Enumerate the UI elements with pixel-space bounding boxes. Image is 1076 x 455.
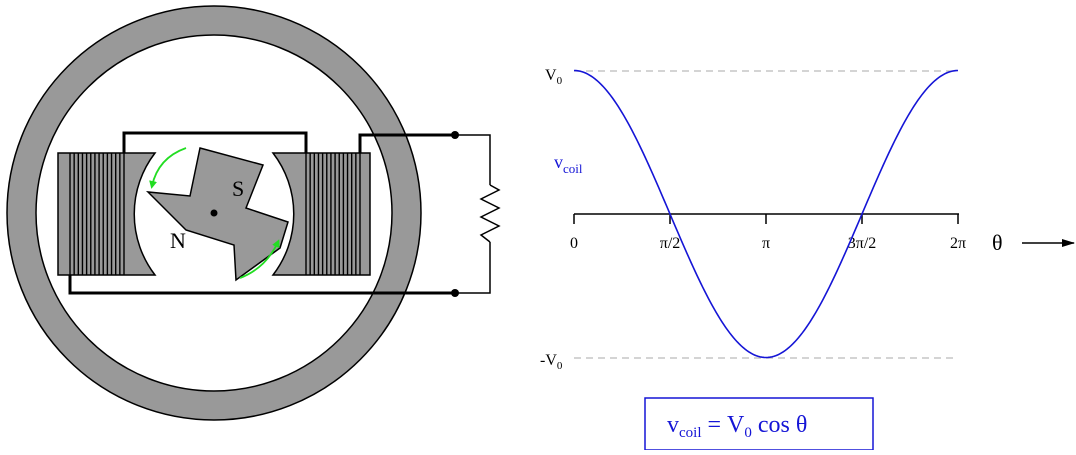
south-pole-label: S (232, 176, 244, 201)
y-axis-label: vcoil (554, 152, 583, 176)
north-pole-label: N (170, 228, 186, 253)
left-coil-winding (69, 153, 125, 275)
x-tick-label-0: 0 (570, 235, 578, 252)
x-tick-label-4: 2π (950, 235, 966, 252)
right-pole-piece (271, 152, 371, 276)
x-axis-label: θ (992, 230, 1003, 255)
generator: N S (6, 5, 501, 421)
rotor-shaft (210, 209, 218, 217)
x-tick-label-1: π/2 (660, 235, 681, 252)
terminal-top (451, 131, 459, 139)
equation: vcoil = V0 cos θ (667, 412, 807, 441)
waveform-graph: 0 π/2 π 3π/2 2π V0 -V0 vcoil θ vcoil = V0 cos θ (540, 67, 1075, 451)
rotation-arrow-upper (149, 147, 187, 189)
y-min-label: -V0 (540, 352, 563, 372)
output-wiring (360, 134, 491, 295)
rotation-arrow-lower (239, 239, 280, 279)
rotor (145, 147, 289, 282)
y-max-label: V0 (545, 67, 563, 87)
coil-wiring (68, 131, 455, 295)
load-resistor (479, 184, 501, 243)
x-axis-ticks: 0 π/2 π 3π/2 2π (570, 214, 966, 252)
x-tick-label-2: π (762, 235, 770, 252)
equation-box (644, 397, 874, 451)
right-coil-winding (305, 153, 361, 275)
cosine-curve (573, 69, 959, 359)
x-tick-label-3: 3π/2 (848, 235, 877, 252)
terminal-bottom (451, 289, 459, 297)
